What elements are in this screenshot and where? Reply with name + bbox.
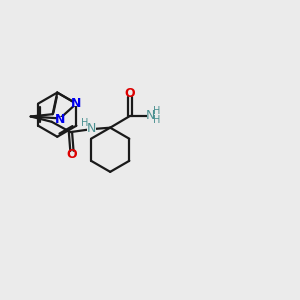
Text: O: O: [67, 148, 77, 161]
FancyBboxPatch shape: [147, 110, 155, 121]
Text: N: N: [87, 122, 96, 135]
Text: O: O: [125, 86, 135, 100]
Text: N: N: [70, 97, 81, 110]
Text: N: N: [146, 109, 155, 122]
FancyBboxPatch shape: [57, 117, 63, 122]
Text: H: H: [153, 115, 161, 125]
Text: H: H: [153, 106, 161, 116]
Text: N: N: [55, 113, 65, 126]
Text: H: H: [81, 118, 88, 128]
FancyBboxPatch shape: [73, 100, 79, 106]
FancyBboxPatch shape: [69, 152, 75, 158]
FancyBboxPatch shape: [87, 126, 95, 131]
FancyBboxPatch shape: [127, 90, 133, 96]
